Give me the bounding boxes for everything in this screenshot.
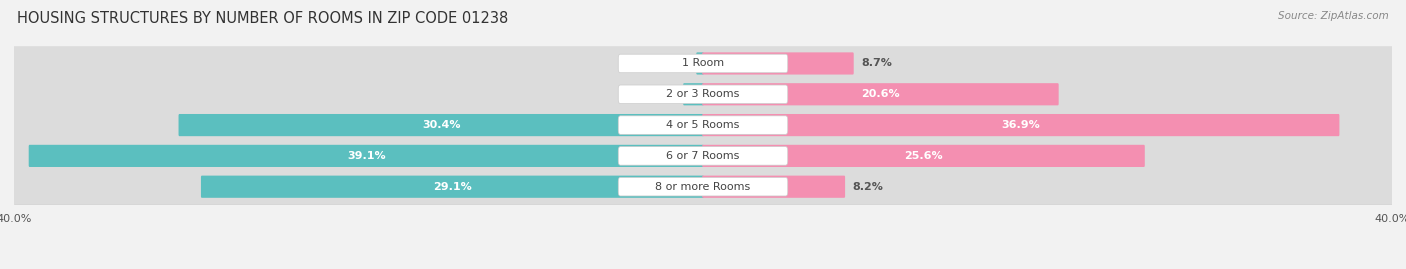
FancyBboxPatch shape [11,108,1395,142]
FancyBboxPatch shape [702,145,1144,167]
Text: 0.34%: 0.34% [650,58,689,68]
FancyBboxPatch shape [11,169,1395,204]
FancyBboxPatch shape [702,52,853,75]
FancyBboxPatch shape [702,83,1059,105]
Text: HOUSING STRUCTURES BY NUMBER OF ROOMS IN ZIP CODE 01238: HOUSING STRUCTURES BY NUMBER OF ROOMS IN… [17,11,508,26]
FancyBboxPatch shape [619,147,787,165]
Text: 39.1%: 39.1% [347,151,385,161]
FancyBboxPatch shape [201,176,704,198]
Text: 4 or 5 Rooms: 4 or 5 Rooms [666,120,740,130]
FancyBboxPatch shape [619,54,787,73]
FancyBboxPatch shape [702,114,1340,136]
FancyBboxPatch shape [179,114,704,136]
FancyBboxPatch shape [619,85,787,104]
Text: 1 Room: 1 Room [682,58,724,68]
Text: 30.4%: 30.4% [422,120,460,130]
Text: 2 or 3 Rooms: 2 or 3 Rooms [666,89,740,99]
Text: Source: ZipAtlas.com: Source: ZipAtlas.com [1278,11,1389,21]
FancyBboxPatch shape [696,52,704,75]
FancyBboxPatch shape [619,116,787,134]
FancyBboxPatch shape [11,46,1395,81]
FancyBboxPatch shape [683,83,704,105]
Text: 8 or more Rooms: 8 or more Rooms [655,182,751,192]
Text: 20.6%: 20.6% [860,89,900,99]
FancyBboxPatch shape [28,145,704,167]
FancyBboxPatch shape [619,178,787,196]
Text: 6 or 7 Rooms: 6 or 7 Rooms [666,151,740,161]
Text: 8.7%: 8.7% [862,58,893,68]
Text: 1.1%: 1.1% [644,89,675,99]
FancyBboxPatch shape [702,176,845,198]
Text: 8.2%: 8.2% [853,182,884,192]
Text: 29.1%: 29.1% [433,182,472,192]
Text: 25.6%: 25.6% [904,151,943,161]
FancyBboxPatch shape [11,77,1395,112]
FancyBboxPatch shape [11,139,1395,173]
Text: 36.9%: 36.9% [1001,120,1040,130]
